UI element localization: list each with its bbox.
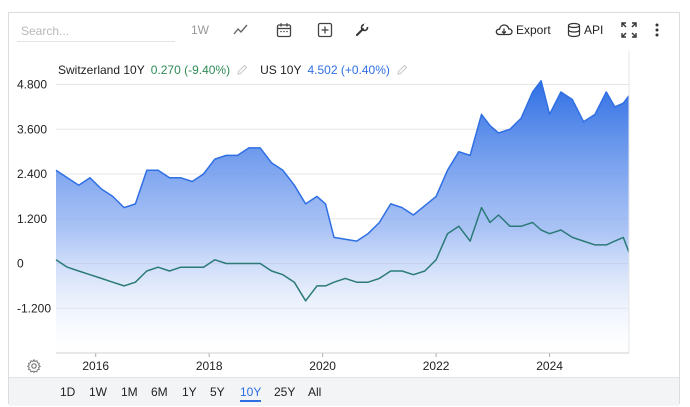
x-tick-label: 2016 bbox=[82, 359, 109, 373]
export-button[interactable]: Export bbox=[495, 19, 551, 41]
x-tick-label: 2020 bbox=[309, 359, 336, 373]
x-tick-label: 2018 bbox=[196, 359, 223, 373]
timeframe-1d[interactable]: 1D bbox=[60, 385, 76, 399]
cloud-download-icon bbox=[495, 24, 513, 36]
timeframe-1y[interactable]: 1Y bbox=[182, 385, 197, 399]
chart-type-icon[interactable] bbox=[233, 19, 249, 41]
y-tick-label: 4.800 bbox=[17, 78, 47, 92]
settings-gear-icon[interactable] bbox=[27, 359, 41, 373]
wrench-icon[interactable] bbox=[354, 19, 370, 41]
pencil-icon[interactable] bbox=[396, 64, 408, 76]
y-tick-label: 0 bbox=[17, 257, 24, 271]
y-tick-label: 3.600 bbox=[17, 122, 47, 136]
bond-yield-chart[interactable]: 4.800 3.600 2.400 1.200 0 -1.200 2016 2018 2020 2… bbox=[9, 13, 679, 377]
y-tick-label: 2.400 bbox=[17, 167, 47, 181]
timeframe-1m[interactable]: 1M bbox=[121, 385, 138, 399]
export-label: Export bbox=[516, 23, 551, 37]
legend-name-us: US 10Y bbox=[260, 63, 302, 77]
timeframe-25y[interactable]: 25Y bbox=[274, 385, 296, 399]
timeframe-1w[interactable]: 1W bbox=[89, 385, 107, 399]
y-tick-label: -1.200 bbox=[17, 301, 51, 315]
legend-value-us: 4.502 (+0.40%) bbox=[307, 63, 390, 77]
toolbar: 1W Export API bbox=[9, 13, 679, 47]
timeframe-6m[interactable]: 6M bbox=[151, 385, 168, 399]
chart-legend: Switzerland 10Y 0.270 (-9.40%) US 10Y 4.… bbox=[58, 63, 414, 77]
api-label: API bbox=[584, 23, 604, 37]
legend-name-switzerland: Switzerland 10Y bbox=[58, 63, 145, 77]
pencil-icon[interactable] bbox=[236, 64, 248, 76]
timeframe-all[interactable]: All bbox=[308, 385, 322, 399]
fullscreen-icon[interactable] bbox=[621, 19, 637, 41]
legend-value-switzerland: 0.270 (-9.40%) bbox=[150, 63, 231, 77]
search-input[interactable] bbox=[17, 20, 175, 42]
us-10y-area bbox=[56, 80, 629, 354]
timeframe-bar: 1D 1W 1M 6M 1Y 5Y 10Y 25Y All bbox=[9, 377, 679, 406]
timeframe-10y[interactable]: 10Y bbox=[240, 385, 262, 402]
chart-widget: 1W Export API 4.800 3.600 2.400 1.200 0 -1.20… bbox=[8, 12, 680, 406]
switzerland-10y-line bbox=[55, 206, 630, 302]
database-icon bbox=[567, 22, 581, 38]
us-10y-line bbox=[55, 80, 630, 242]
x-tick-label: 2022 bbox=[423, 359, 450, 373]
calendar-icon[interactable] bbox=[276, 19, 292, 41]
x-tick-label: 2024 bbox=[536, 359, 563, 373]
api-button[interactable]: API bbox=[567, 19, 603, 41]
timeframe-5y[interactable]: 5Y bbox=[210, 385, 225, 399]
more-menu-icon[interactable] bbox=[654, 19, 660, 41]
add-indicator-icon[interactable] bbox=[317, 19, 333, 41]
interval-button[interactable]: 1W bbox=[191, 23, 209, 37]
y-tick-label: 1.200 bbox=[17, 212, 47, 226]
